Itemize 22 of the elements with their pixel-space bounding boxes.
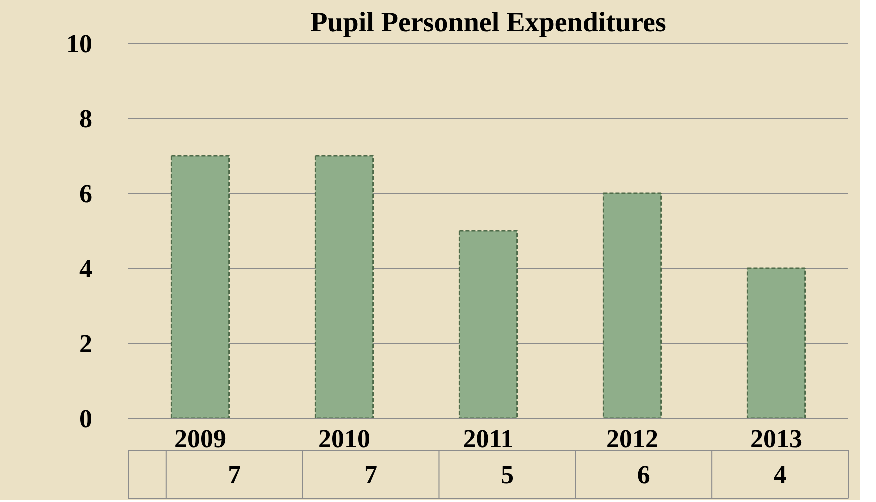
bar: [170, 155, 230, 418]
y-tick-label: 8: [80, 104, 92, 134]
x-tick-label: 2012: [606, 424, 658, 454]
bar: [458, 230, 518, 418]
y-tick-label: 6: [80, 180, 92, 208]
bar: [746, 268, 806, 418]
y-tick-label: 4: [80, 254, 92, 284]
x-tick-label: 2011: [463, 424, 514, 454]
x-tick-label: 2010: [318, 424, 370, 454]
data-label: 7: [364, 460, 378, 490]
data-label: 5: [500, 460, 514, 490]
bar: [602, 192, 662, 418]
bar: [314, 155, 374, 418]
y-tick-label: 10: [66, 30, 92, 58]
y-tick-label: 2: [80, 330, 92, 358]
y-tick-label: 0: [80, 404, 92, 434]
x-tick-label: 2009: [174, 424, 226, 454]
chart-title: Pupil Personnel Expenditures: [310, 8, 666, 38]
x-tick-label: 2013: [750, 424, 802, 454]
data-label: 6: [637, 460, 650, 490]
data-label: 4: [774, 460, 787, 490]
data-label: 7: [228, 460, 242, 490]
